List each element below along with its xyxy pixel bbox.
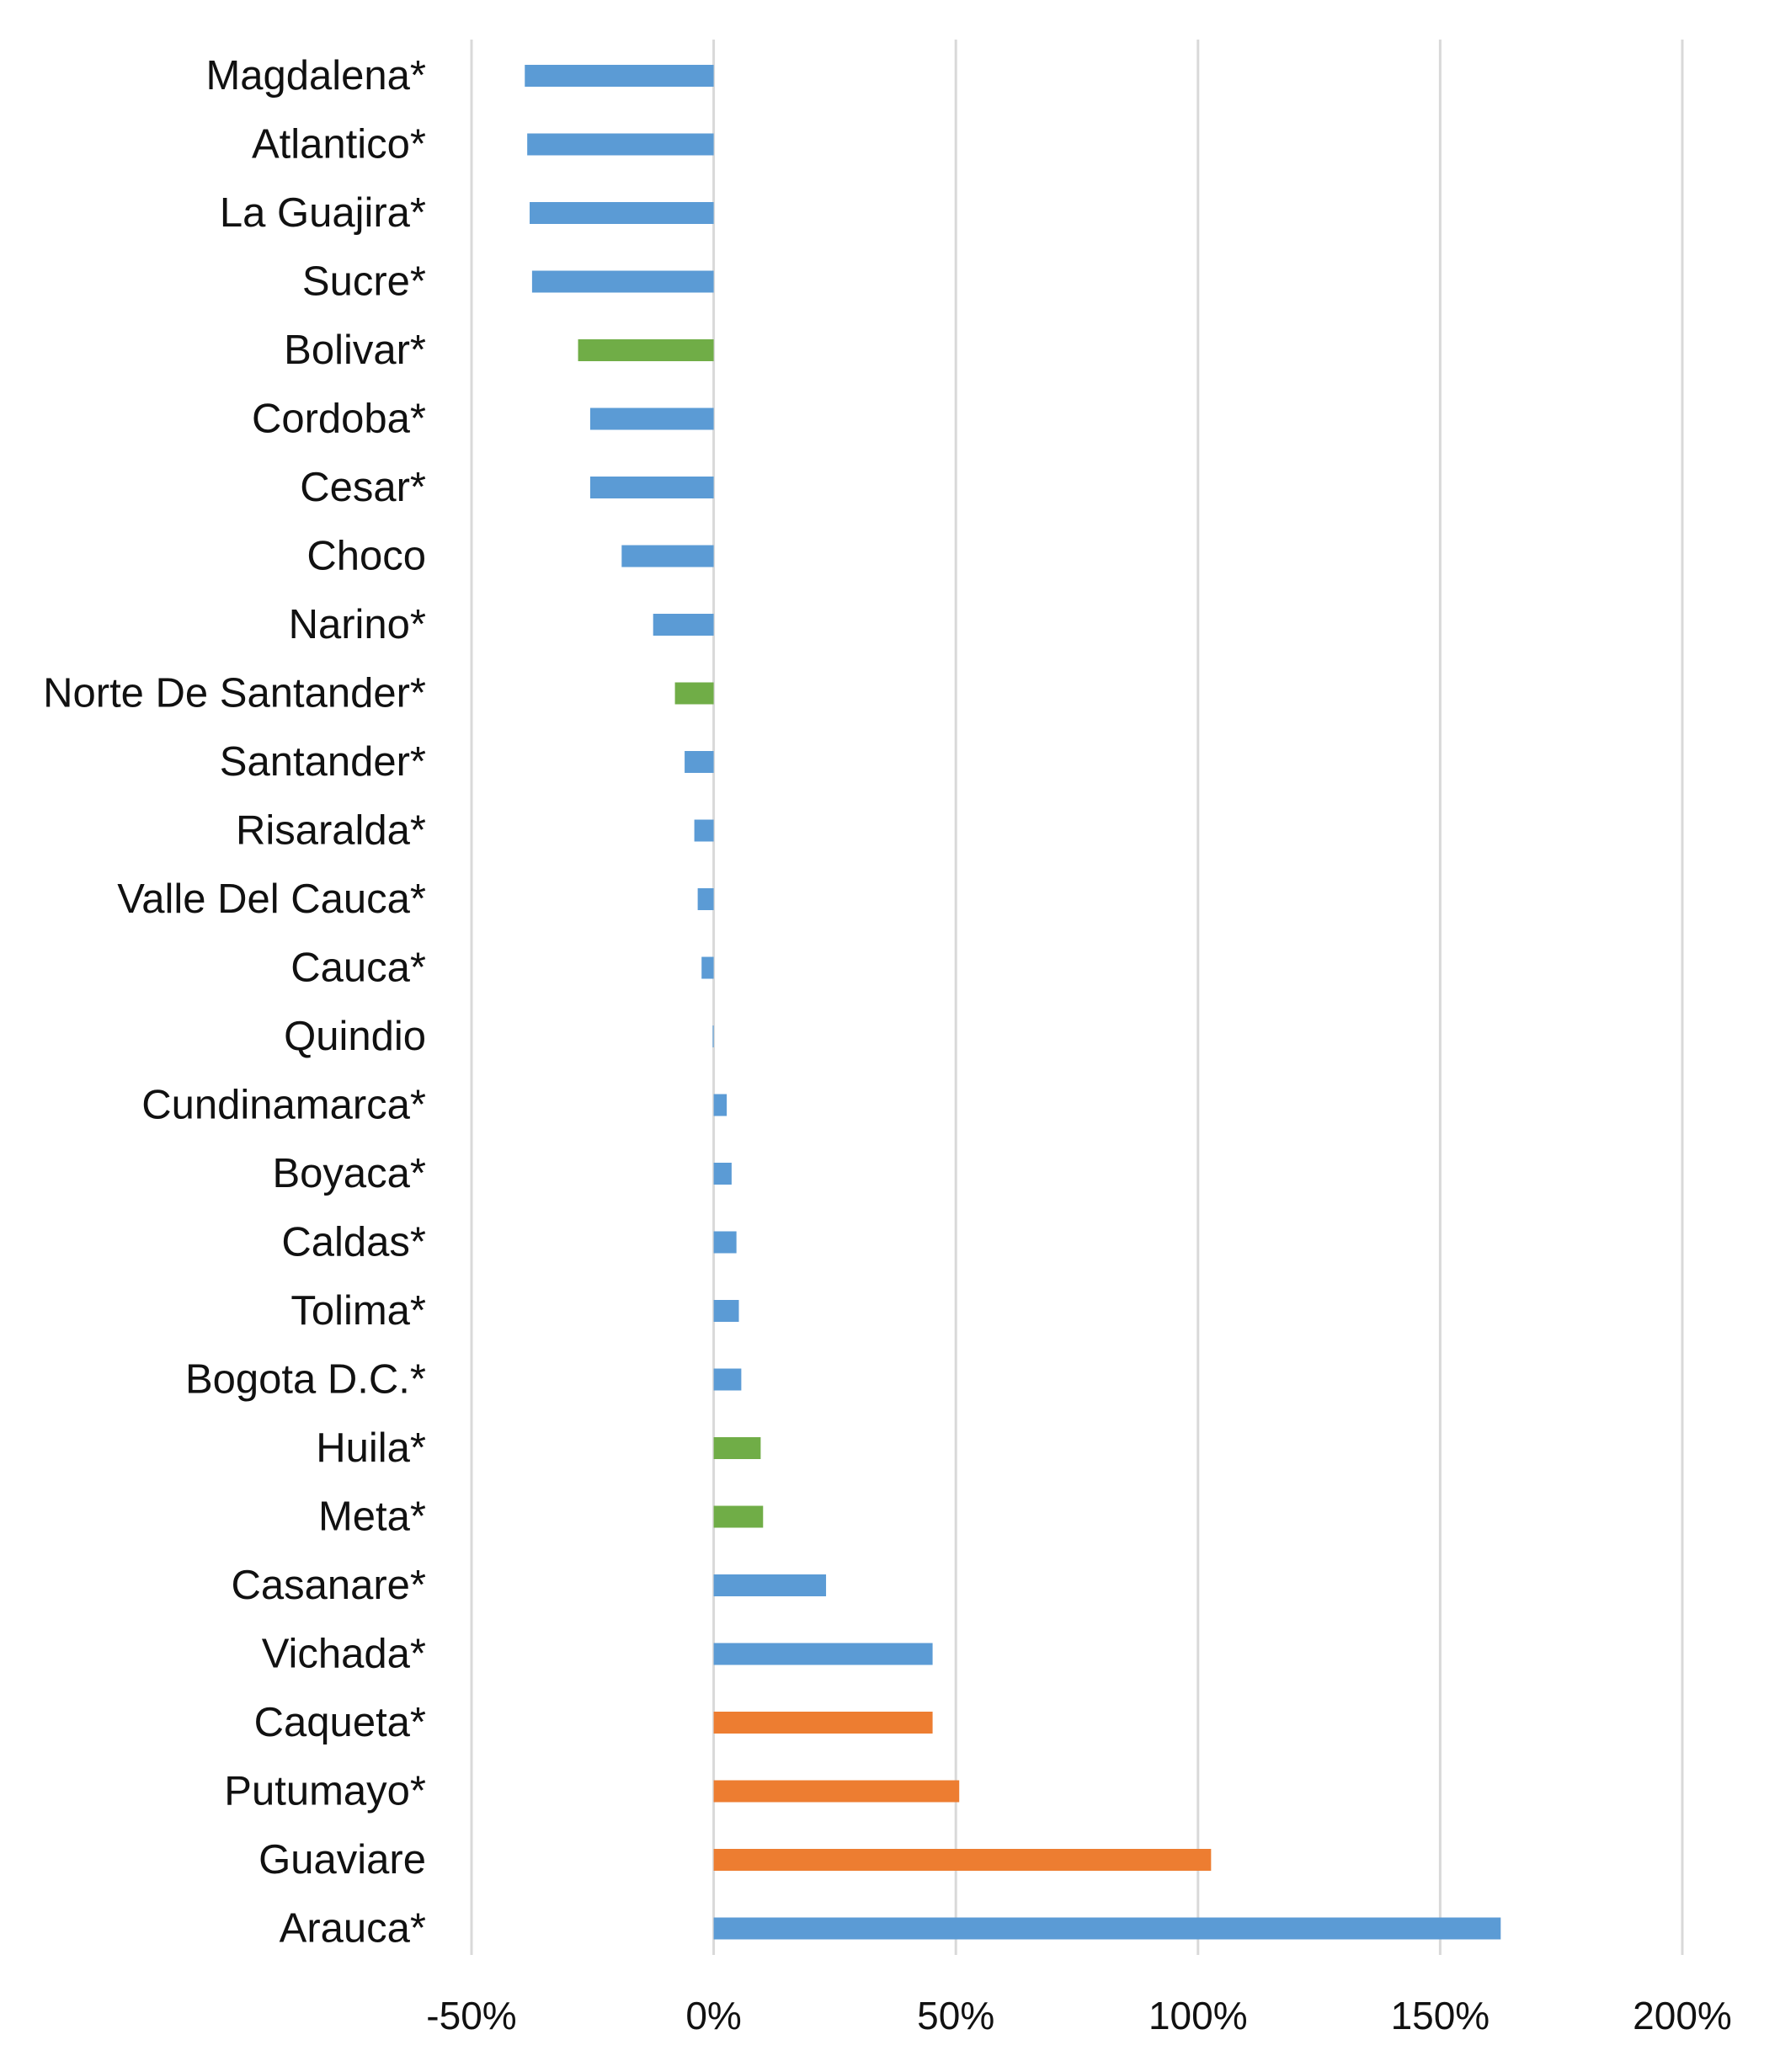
category-label: La Guajira* bbox=[220, 190, 426, 236]
bar bbox=[713, 1368, 742, 1391]
category-label: Bolivar* bbox=[284, 328, 426, 373]
x-tick-label: -50% bbox=[426, 1994, 516, 2037]
bar bbox=[713, 1780, 960, 1803]
category-label: Cordoba* bbox=[252, 397, 426, 442]
bar bbox=[701, 956, 714, 979]
x-tick-label: 50% bbox=[917, 1994, 994, 2037]
bar bbox=[713, 1231, 737, 1254]
bar bbox=[712, 1025, 714, 1047]
bar bbox=[713, 1574, 827, 1596]
grid-layer bbox=[470, 40, 1684, 1955]
bar bbox=[531, 270, 714, 293]
bar bbox=[589, 477, 714, 498]
category-label: Norte De Santander* bbox=[43, 671, 426, 716]
bar bbox=[713, 1643, 933, 1665]
bar bbox=[653, 614, 714, 636]
bar-layer bbox=[525, 65, 1501, 1940]
category-label: Meta* bbox=[318, 1494, 426, 1540]
category-label: Choco bbox=[306, 534, 426, 579]
category-label: Arauca* bbox=[280, 1906, 426, 1952]
category-label: Vichada* bbox=[262, 1632, 426, 1677]
bar bbox=[685, 751, 714, 773]
bar bbox=[697, 888, 714, 910]
category-label: Cundinamarca* bbox=[141, 1083, 426, 1128]
bar bbox=[621, 545, 714, 567]
bar bbox=[713, 1163, 732, 1185]
category-label: Casanare* bbox=[231, 1563, 426, 1608]
category-label: Atlantico* bbox=[252, 122, 426, 168]
category-label-layer: Magdalena* Atlantico* La Guajira* Sucre* Bol… bbox=[43, 53, 426, 1952]
category-label: Putumayo* bbox=[224, 1769, 426, 1814]
category-label: Quindio bbox=[284, 1014, 426, 1059]
category-label: Boyaca* bbox=[272, 1151, 426, 1196]
category-label: Narino* bbox=[289, 602, 426, 647]
x-tick-label-layer: -50% 0% 50% 100% 150% 200% bbox=[426, 1994, 1732, 2037]
category-label: Magdalena* bbox=[205, 53, 426, 99]
category-label: Risaralda* bbox=[236, 808, 426, 854]
bar bbox=[713, 1849, 1212, 1871]
bar bbox=[674, 682, 714, 705]
category-label: Santander* bbox=[220, 739, 426, 785]
bar bbox=[713, 1712, 933, 1734]
bar bbox=[694, 819, 714, 842]
category-label: Tolima* bbox=[290, 1288, 426, 1334]
category-label: Caldas* bbox=[281, 1220, 426, 1265]
x-tick-label: 200% bbox=[1633, 1994, 1732, 2037]
bar bbox=[713, 1505, 764, 1528]
category-label: Cauca* bbox=[290, 945, 426, 991]
x-tick-label: 100% bbox=[1148, 1994, 1248, 2037]
bar bbox=[578, 339, 714, 361]
bar bbox=[525, 65, 714, 87]
category-label: Bogota D.C.* bbox=[185, 1357, 426, 1403]
bar bbox=[713, 1917, 1501, 1940]
category-label: Sucre* bbox=[302, 259, 426, 305]
category-label: Caqueta* bbox=[254, 1700, 426, 1745]
category-label: Valle Del Cauca* bbox=[117, 876, 426, 922]
bar bbox=[713, 1300, 739, 1322]
bar bbox=[530, 202, 714, 224]
x-tick-label: 0% bbox=[685, 1994, 741, 2037]
x-tick-label: 150% bbox=[1391, 1994, 1490, 2037]
bar bbox=[527, 133, 714, 156]
category-label: Guaviare bbox=[258, 1837, 426, 1883]
bar bbox=[589, 407, 714, 430]
bar bbox=[713, 1437, 761, 1459]
category-label: Cesar* bbox=[300, 465, 426, 510]
bar bbox=[713, 1094, 727, 1116]
category-label: Huila* bbox=[316, 1425, 426, 1471]
